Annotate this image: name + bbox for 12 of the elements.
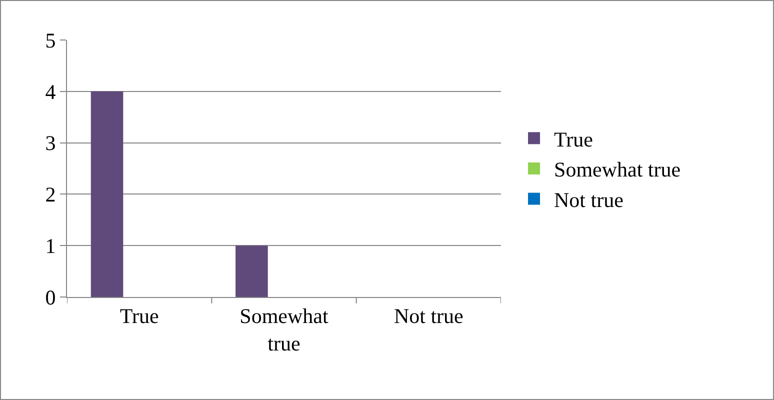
y-tick-label: 4 <box>45 80 56 104</box>
x-tick-label: Not true <box>394 304 464 328</box>
x-tick-label: True <box>120 304 159 328</box>
y-tick-label: 5 <box>45 28 56 52</box>
legend-label: Somewhat true <box>554 158 681 182</box>
y-tick-label: 3 <box>45 131 56 156</box>
x-tick-label: Somewhat true <box>240 304 328 356</box>
legend-label: True <box>554 127 593 152</box>
y-tick-label: 2 <box>45 182 56 207</box>
legend-label: Not true <box>554 188 624 212</box>
y-tick-label: 1 <box>45 234 56 258</box>
y-tick-label: 0 <box>45 285 56 310</box>
